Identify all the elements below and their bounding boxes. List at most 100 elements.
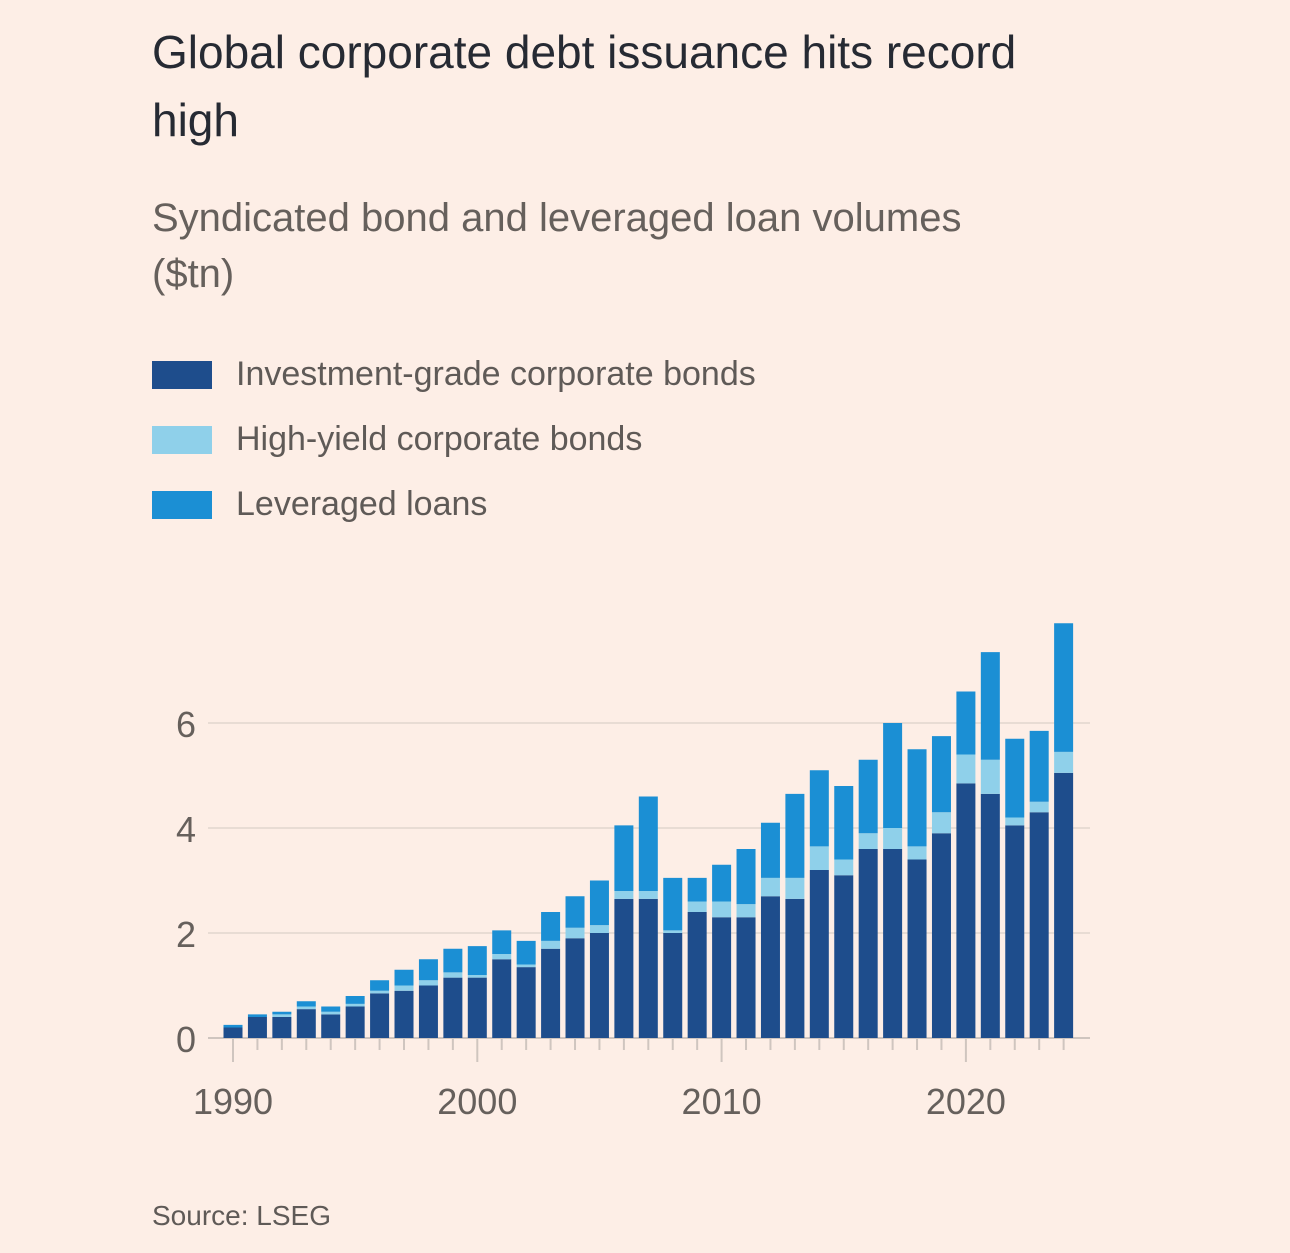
legend-swatch-leveraged-loans (152, 490, 212, 519)
bar-segment (736, 849, 756, 905)
bar-segment (223, 1027, 243, 1038)
legend-item-high-yield: High-yield corporate bonds (152, 407, 756, 472)
bar-segment (663, 877, 683, 931)
bar-segment (760, 896, 780, 1038)
bar-segment (394, 990, 414, 1038)
bar-segment (272, 1017, 292, 1038)
bar-segment (785, 793, 805, 878)
x-tick-label: 1990 (193, 1081, 273, 1122)
x-tick-label: 2020 (926, 1081, 1006, 1122)
bar-segment (809, 770, 829, 847)
bar-segment (931, 736, 951, 813)
bar-segment (1029, 812, 1049, 1038)
bar-segment (370, 980, 390, 991)
x-tick-label: 2010 (682, 1081, 762, 1122)
bar-segment (589, 925, 609, 933)
bar-segment (516, 940, 536, 965)
bar-segment (980, 793, 1000, 1038)
bar-segment (541, 912, 561, 941)
bar-segment (956, 783, 976, 1038)
legend-item-leveraged-loans: Leveraged loans (152, 472, 756, 537)
y-tick-label: 2 (176, 914, 196, 955)
bar-segment (883, 828, 903, 849)
bar-segment (492, 959, 512, 1038)
bar-segment (980, 652, 1000, 760)
bar-segment (589, 880, 609, 926)
bar-segment (223, 1024, 243, 1028)
bar-segment (614, 825, 634, 891)
x-tick-label: 2000 (437, 1081, 517, 1122)
bar-segment (541, 940, 561, 949)
bar-segment (443, 948, 463, 973)
bar-segment (614, 898, 634, 1038)
chart-legend: Investment-grade corporate bonds High-yi… (152, 342, 756, 537)
bar-segment (907, 859, 927, 1038)
y-tick-label: 0 (176, 1019, 196, 1060)
bar-segment (370, 990, 390, 994)
bar-segment (272, 1014, 292, 1017)
bar-segment (1005, 817, 1025, 826)
bar-segment (834, 786, 854, 860)
bar-segment (321, 1011, 341, 1015)
bar-segment (785, 877, 805, 899)
legend-swatch-investment-grade (152, 360, 212, 389)
bar-segment (296, 1006, 316, 1010)
bar-segment (883, 723, 903, 828)
bar-segment (541, 948, 561, 1038)
bar-segment (712, 901, 732, 918)
bar-segment (687, 912, 707, 1038)
bar-segment (443, 972, 463, 978)
bar-segment (687, 877, 707, 902)
bar-segment (638, 898, 658, 1038)
bar-segment (492, 954, 512, 960)
bar-segment (712, 917, 732, 1038)
bar-segment (296, 1009, 316, 1038)
bar-segment (956, 754, 976, 784)
bar-segment (956, 691, 976, 755)
bar-segment (565, 938, 585, 1038)
bar-segment (394, 985, 414, 991)
bar-segment (394, 969, 414, 986)
bar-segment (272, 1011, 292, 1015)
legend-label-leveraged-loans: Leveraged loans (236, 485, 488, 523)
bar-segment (492, 930, 512, 954)
bar-segment (370, 993, 390, 1038)
legend-swatch-high-yield (152, 425, 212, 454)
bar-segment (736, 917, 756, 1038)
bar-segment (443, 977, 463, 1038)
bar-segment (1054, 751, 1074, 773)
chart-title: Global corporate debt issuance hits reco… (152, 26, 1017, 146)
bar-segment (834, 859, 854, 876)
chart-subtitle: Syndicated bond and leveraged loan volum… (152, 196, 962, 296)
bar-segment (760, 877, 780, 897)
stacked-bar-chart: 0 2 4 6 1990 2000 2010 2020 (176, 623, 1090, 1122)
bar-segment (907, 749, 927, 847)
bar-segment (247, 1017, 267, 1038)
bar-segment (760, 822, 780, 878)
bar-segment (321, 1014, 341, 1038)
bar-segment (931, 833, 951, 1038)
bar-segment (980, 759, 1000, 794)
bar-segment (638, 891, 658, 899)
bar-segment (736, 904, 756, 918)
bar-segment (614, 891, 634, 899)
bar-segment (516, 964, 536, 968)
bar-segment (858, 759, 878, 834)
legend-label-high-yield: High-yield corporate bonds (236, 420, 643, 458)
bar-segment (467, 975, 487, 978)
bar-segment (638, 796, 658, 891)
source-note: Source: LSEG (152, 1200, 331, 1231)
bar-segment (345, 1003, 365, 1007)
bar-segment (931, 812, 951, 834)
bar-segment (296, 1001, 316, 1007)
legend-item-investment-grade: Investment-grade corporate bonds (152, 342, 756, 407)
bar-segment (467, 946, 487, 975)
bar-segment (345, 996, 365, 1004)
bar-segment (467, 977, 487, 1038)
bar-segment (565, 896, 585, 928)
bar-segment (418, 980, 438, 986)
bar-segment (418, 959, 438, 981)
bar-segment (1054, 772, 1074, 1038)
bar-segment (589, 933, 609, 1038)
bar-segment (712, 864, 732, 902)
